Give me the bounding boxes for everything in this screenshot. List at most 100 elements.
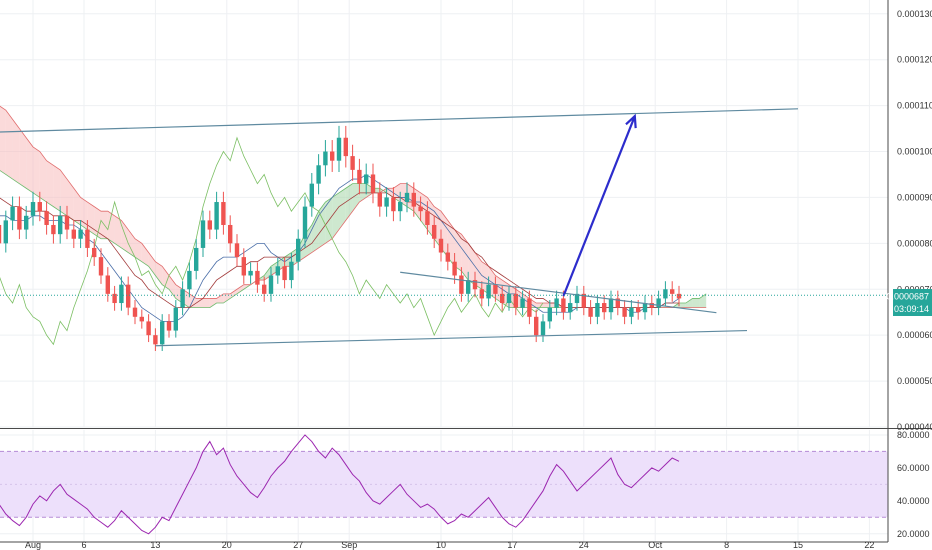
candle[interactable]	[214, 191, 219, 240]
candle[interactable]	[268, 267, 274, 302]
candle[interactable]	[472, 271, 478, 298]
candle[interactable]	[37, 191, 42, 222]
rsi-axis[interactable]: 80.0000 60.0000 40.0000 20.0000	[897, 430, 930, 539]
candle[interactable]	[296, 229, 301, 271]
candle[interactable]	[432, 215, 437, 249]
rsi-panel[interactable]	[0, 434, 888, 535]
candle[interactable]	[608, 290, 614, 320]
candle[interactable]	[656, 290, 661, 316]
candle[interactable]	[309, 172, 314, 217]
candle[interactable]	[234, 234, 240, 266]
candle[interactable]	[445, 243, 450, 271]
candle[interactable]	[506, 285, 512, 311]
candle[interactable]	[166, 314, 172, 338]
candle[interactable]	[248, 262, 253, 284]
candle[interactable]	[479, 281, 484, 307]
candle[interactable]	[85, 220, 90, 258]
candle[interactable]	[289, 252, 294, 289]
candle[interactable]	[554, 290, 559, 316]
candle[interactable]	[336, 125, 342, 172]
candle[interactable]	[330, 140, 335, 172]
candle[interactable]	[574, 285, 580, 311]
candle[interactable]	[343, 125, 348, 168]
drawings[interactable]	[0, 108, 888, 347]
descending-trendline[interactable]	[400, 271, 717, 314]
upper-channel-line[interactable]	[0, 108, 799, 133]
candle[interactable]	[459, 267, 464, 302]
rsi-line[interactable]	[0, 434, 680, 535]
candle[interactable]	[262, 276, 267, 302]
candle[interactable]	[676, 285, 682, 307]
candle[interactable]	[132, 300, 138, 325]
candle[interactable]	[153, 328, 158, 352]
candle[interactable]	[411, 182, 416, 217]
candle[interactable]	[30, 191, 36, 226]
candle[interactable]	[602, 295, 607, 320]
candle[interactable]	[126, 276, 131, 316]
candle[interactable]	[377, 182, 382, 217]
candle[interactable]	[568, 295, 573, 320]
candle[interactable]	[404, 182, 410, 213]
candle[interactable]	[425, 201, 430, 235]
candle[interactable]	[670, 281, 675, 302]
candle[interactable]	[51, 215, 56, 244]
candle[interactable]	[275, 257, 280, 284]
candle[interactable]	[663, 281, 668, 307]
candle[interactable]	[398, 191, 403, 222]
candle[interactable]	[357, 158, 362, 195]
candle[interactable]	[364, 163, 369, 195]
candle[interactable]	[622, 300, 627, 325]
candle[interactable]	[17, 196, 22, 240]
candle[interactable]	[78, 220, 83, 249]
candle[interactable]	[636, 300, 641, 320]
candle[interactable]	[180, 281, 185, 316]
candle[interactable]	[282, 257, 287, 289]
time-axis[interactable]: Aug 6 13 20 27 Sep 10 17 24 Oct 8 15 22	[25, 540, 874, 550]
candle[interactable]	[200, 210, 206, 258]
candle[interactable]	[534, 309, 539, 343]
candle[interactable]	[588, 300, 593, 325]
candle[interactable]	[302, 196, 308, 249]
candle[interactable]	[642, 295, 648, 320]
candle[interactable]	[160, 314, 165, 352]
candle[interactable]	[370, 163, 376, 204]
candle[interactable]	[207, 210, 212, 240]
candle[interactable]	[323, 140, 328, 177]
candle[interactable]	[527, 290, 532, 325]
candle[interactable]	[98, 248, 104, 284]
candle[interactable]	[513, 285, 518, 316]
lower-channel-line[interactable]	[155, 329, 748, 347]
projection-arrow[interactable]	[562, 113, 637, 297]
candle[interactable]	[595, 295, 600, 325]
candle[interactable]	[486, 276, 491, 307]
candle[interactable]	[241, 248, 246, 284]
candle[interactable]	[649, 295, 654, 316]
candle[interactable]	[615, 290, 620, 316]
candle[interactable]	[3, 210, 8, 253]
candle[interactable]	[221, 191, 226, 235]
candle[interactable]	[581, 285, 586, 316]
candles[interactable]	[0, 125, 682, 352]
candle[interactable]	[146, 314, 151, 343]
candle[interactable]	[493, 276, 498, 302]
candle[interactable]	[228, 215, 233, 253]
candle[interactable]	[58, 205, 63, 244]
candle[interactable]	[71, 220, 76, 249]
candle[interactable]	[105, 267, 110, 302]
candle[interactable]	[10, 196, 15, 231]
candle[interactable]	[119, 276, 124, 311]
candle[interactable]	[540, 314, 546, 343]
candle[interactable]	[418, 196, 423, 222]
candle[interactable]	[391, 187, 396, 222]
candle[interactable]	[112, 285, 117, 311]
candle[interactable]	[24, 205, 29, 240]
candle[interactable]	[173, 300, 178, 338]
candle[interactable]	[255, 262, 260, 293]
candle[interactable]	[547, 300, 552, 329]
candle[interactable]	[466, 271, 471, 302]
candle[interactable]	[316, 154, 321, 195]
candle[interactable]	[92, 238, 97, 266]
candle[interactable]	[350, 144, 355, 181]
